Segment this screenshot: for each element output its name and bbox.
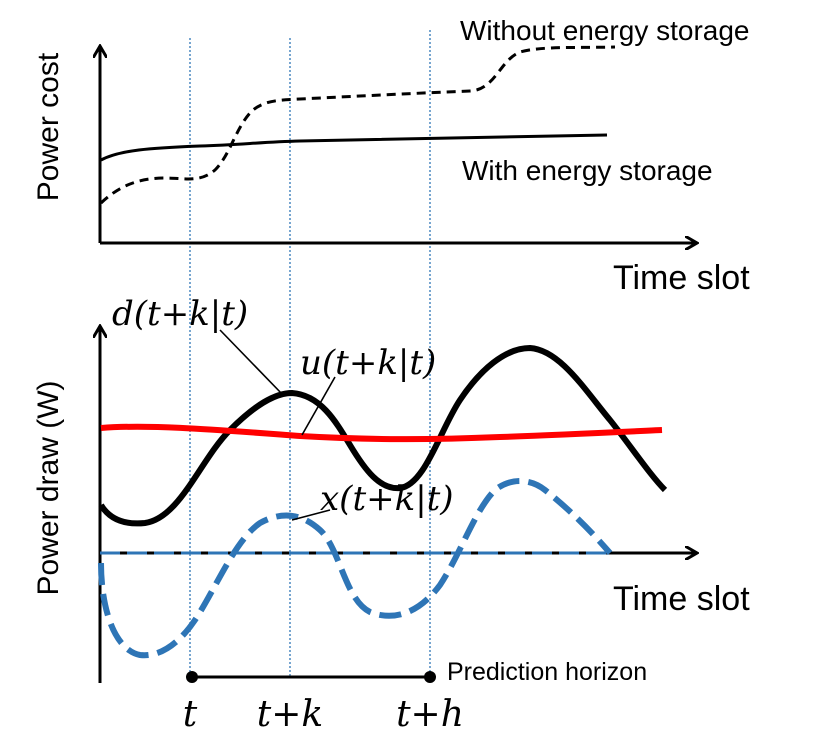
- bottom-x-label: Time slot: [613, 580, 750, 618]
- horizon-end-dot: [424, 671, 436, 683]
- tick-t-plus-h: t+h: [396, 694, 464, 735]
- prediction-horizon-label: Prediction horizon: [447, 658, 647, 686]
- top-y-label: Power cost: [32, 52, 65, 201]
- top-panel: Power cost Without energy storage With e…: [32, 15, 750, 297]
- horizon-start-dot: [186, 671, 198, 683]
- label-with-storage: With energy storage: [462, 155, 713, 186]
- bottom-panel: d(t+k|t) u(t+k|t) x(t+k|t) Power draw (W…: [32, 294, 750, 735]
- curve-supply-u: [100, 423, 663, 443]
- leader-d: [219, 329, 284, 396]
- label-d: d(t+k|t): [112, 294, 248, 334]
- leader-x: [291, 509, 331, 521]
- leader-u: [301, 376, 336, 436]
- curve-without-storage: [99, 45, 616, 205]
- label-u: u(t+k|t): [300, 343, 436, 383]
- curve-with-storage: [100, 133, 608, 162]
- tick-t: t: [183, 694, 198, 735]
- bottom-y-label: Power draw (W): [32, 380, 65, 595]
- label-without-storage: Without energy storage: [460, 15, 750, 46]
- curve-storage-x: [98, 478, 613, 659]
- top-x-label: Time slot: [613, 259, 750, 297]
- label-x: x(t+k|t): [320, 479, 454, 519]
- curve-demand-d: [98, 344, 668, 527]
- tick-t-plus-k: t+k: [257, 694, 323, 735]
